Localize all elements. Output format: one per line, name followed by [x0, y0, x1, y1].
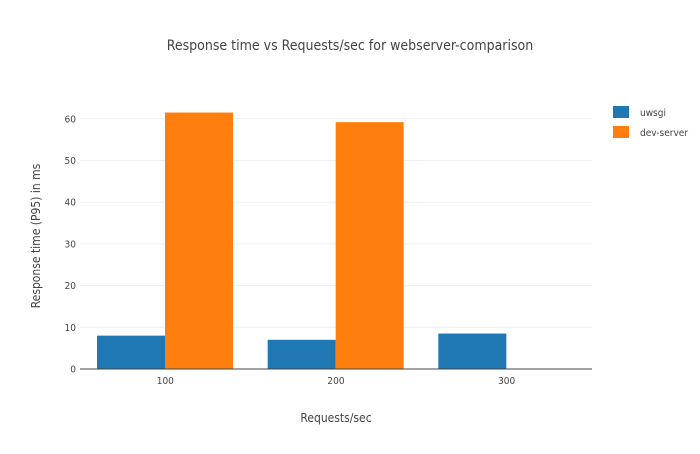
legend-swatch-uwsgi: [613, 106, 629, 118]
y-tick-label: 10: [65, 323, 77, 334]
legend-swatch-dev-server: [613, 126, 629, 138]
bar-dev-server-100: [165, 112, 233, 370]
y-tick-label: 40: [65, 198, 77, 209]
bar-uwsgi-200: [267, 339, 336, 369]
y-axis-title: Response time (P95) in ms: [29, 163, 43, 308]
chart-title: Response time vs Requests/sec for webser…: [167, 38, 533, 54]
axis-layer: 0 10 20 30 40 50 60 100 200 300: [65, 114, 592, 387]
legend-label: uwsgi: [640, 108, 666, 119]
bar-uwsgi-100: [97, 335, 165, 369]
x-tick-label: 100: [157, 376, 174, 387]
y-tick-label: 60: [65, 114, 77, 125]
y-tick-label: 30: [65, 239, 77, 250]
x-axis-title: Requests/sec: [300, 411, 371, 425]
bars-layer: [97, 112, 507, 370]
bar-uwsgi-300: [438, 333, 507, 369]
x-tick-label: 300: [498, 376, 515, 387]
y-tick-label: 50: [65, 156, 77, 167]
legend: uwsgi dev-server: [613, 106, 688, 139]
x-tick-label: 200: [327, 376, 344, 387]
legend-label: dev-server: [640, 128, 688, 139]
y-tick-label: 20: [65, 281, 77, 292]
bar-dev-server-200: [335, 122, 404, 369]
y-tick-label: 0: [70, 365, 76, 376]
